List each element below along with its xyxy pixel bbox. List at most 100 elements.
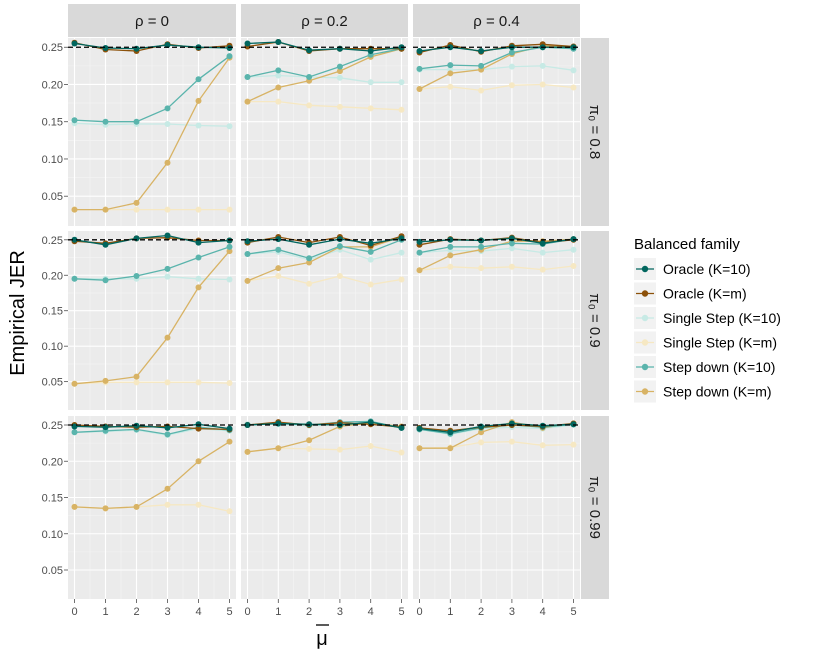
series-line-oracle-k-m (247, 421, 402, 428)
series-line-step-down-k-m (247, 236, 402, 282)
x-tick-label: 3 (509, 606, 515, 618)
y-tick-label: 0.10 (42, 529, 63, 541)
x-tick-label: 5 (226, 606, 232, 618)
data-point (164, 232, 171, 239)
data-point (195, 284, 202, 291)
data-point (195, 76, 202, 83)
data-point (164, 501, 171, 508)
data-point (226, 53, 233, 60)
series-line-single-step-k-m (419, 265, 574, 271)
data-point (133, 206, 140, 213)
series-line-step-down-k-10 (419, 238, 574, 254)
row-strip-background (581, 38, 609, 226)
data-point (398, 424, 405, 431)
data-point (539, 62, 546, 69)
data-point (226, 237, 233, 244)
column-strip-background (241, 4, 408, 37)
data-point (226, 380, 233, 387)
data-point (447, 243, 454, 250)
y-tick-label: 0.15 (42, 117, 63, 129)
data-point (195, 458, 202, 465)
series-line-step-down-k-10 (74, 246, 230, 281)
data-point (539, 442, 546, 449)
series-line-single-step-k-10 (74, 276, 230, 281)
legend-title: Balanced family (634, 236, 740, 253)
series-line-single-step-k-m (247, 100, 402, 111)
legend-key-point (641, 290, 649, 297)
data-point (71, 503, 78, 510)
data-point (195, 379, 202, 386)
data-point (195, 206, 202, 213)
x-tick-label: 3 (164, 606, 170, 618)
data-point (508, 49, 515, 56)
data-point (416, 445, 423, 452)
column-strip-label: ρ = 0.2 (301, 13, 347, 30)
data-point (478, 243, 485, 250)
data-point (71, 206, 78, 213)
data-point (447, 445, 454, 452)
data-point (275, 84, 282, 91)
data-point (226, 123, 233, 130)
data-point (226, 508, 233, 515)
y-tick-label: 0.15 (42, 493, 63, 505)
data-point (275, 98, 282, 105)
x-tick-label: 1 (275, 606, 281, 618)
data-point (447, 44, 454, 51)
data-point (275, 39, 282, 46)
series-line-single-step-k-m (419, 83, 574, 92)
data-point (478, 265, 485, 272)
series-line-oracle-k-10 (74, 423, 230, 430)
y-tick-label: 0.25 (42, 42, 63, 54)
data-point (570, 441, 577, 448)
data-point (336, 103, 343, 110)
data-point (244, 448, 251, 455)
data-point (133, 503, 140, 510)
legend-entry: Single Step (K=10) (634, 307, 781, 329)
data-point (367, 256, 374, 263)
x-tick-label: 2 (133, 606, 139, 618)
data-point (164, 485, 171, 492)
data-point (244, 98, 251, 105)
panel-r1-c1 (68, 38, 236, 226)
data-point (195, 425, 202, 432)
legend-label: Step down (K=m) (663, 384, 772, 400)
data-point (570, 246, 577, 253)
panel-r1-c2 (241, 38, 408, 226)
data-point (164, 379, 171, 386)
row-strip-background (581, 231, 609, 410)
data-point (244, 238, 251, 245)
series-line-step-down-k-m (74, 57, 231, 211)
data-point (133, 235, 140, 242)
legend-key-point (641, 265, 649, 273)
data-point (478, 237, 485, 244)
data-point (133, 379, 140, 386)
x-tick-label: 4 (195, 606, 201, 618)
panel-r3-c3 (413, 416, 580, 599)
legend-entry: Step down (K=m) (634, 380, 772, 403)
data-point (416, 65, 423, 72)
series-line-step-down-k-10 (74, 55, 230, 123)
data-point (570, 236, 577, 243)
data-point (226, 248, 233, 255)
legend-entry: Oracle (K=10) (634, 258, 751, 280)
data-point (306, 102, 313, 109)
data-point (71, 236, 78, 243)
y-tick-label: 0.20 (42, 270, 63, 282)
legend-entry: Step down (K=10) (634, 356, 775, 378)
legend-label: Step down (K=10) (663, 359, 775, 375)
data-point (226, 438, 233, 445)
x-tick-label: 5 (398, 606, 404, 618)
data-point (244, 277, 251, 284)
data-point (539, 81, 546, 88)
data-point (102, 44, 109, 51)
y-tick-label: 0.10 (42, 341, 63, 353)
data-point (508, 82, 515, 89)
column-strip-background (413, 4, 580, 37)
x-axis-title: μ (316, 628, 328, 650)
data-point (244, 40, 251, 47)
data-point (367, 419, 374, 426)
data-point (275, 445, 282, 452)
column-strip: ρ = 0 (68, 4, 236, 37)
panel-r3-c2 (241, 416, 408, 599)
data-point (71, 380, 78, 387)
